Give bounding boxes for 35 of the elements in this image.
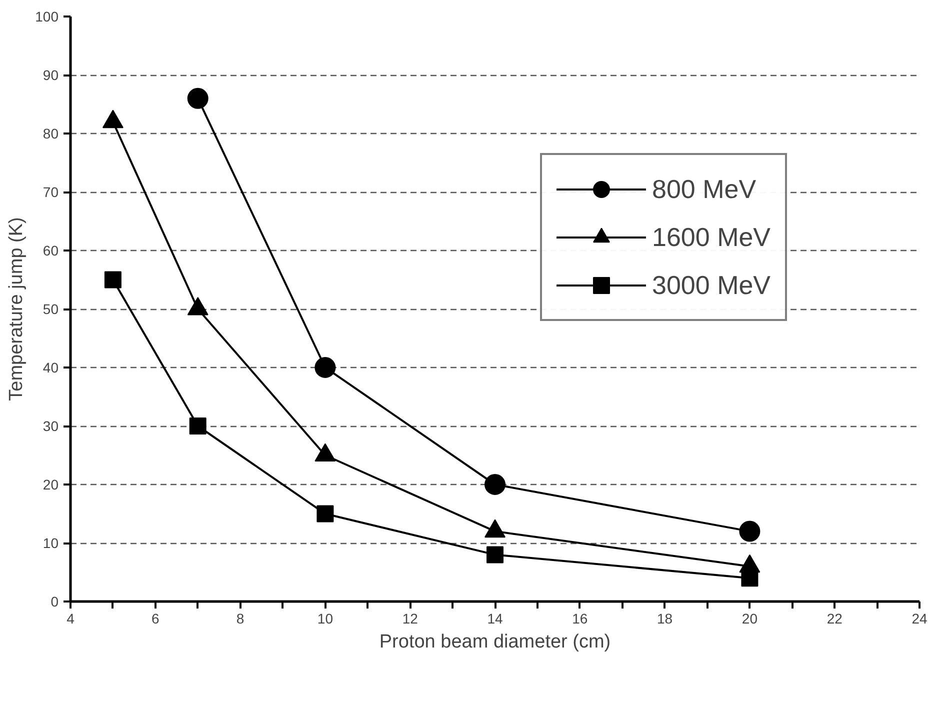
- point: [316, 505, 334, 522]
- x-tick-label: 12: [402, 610, 418, 626]
- legend-label: 1600 MeV: [652, 222, 771, 252]
- y-tick-label: 90: [42, 67, 59, 83]
- point: [189, 418, 206, 434]
- y-tick-label: 30: [42, 418, 59, 434]
- x-tick-label: 6: [152, 610, 160, 626]
- y-tick-label: 80: [42, 126, 59, 142]
- x-axis-title: Proton beam diameter (cm): [379, 632, 611, 652]
- y-tick-label: 70: [42, 184, 59, 200]
- point: [739, 520, 760, 542]
- y-tick-label: 50: [42, 301, 59, 317]
- point: [187, 88, 208, 109]
- y-tick-label: 10: [42, 535, 59, 551]
- x-tick-label: 16: [572, 610, 588, 626]
- y-axis-title: Temperature jump (K): [6, 217, 28, 401]
- x-tick-label: 4: [66, 610, 75, 626]
- x-tick-label: 14: [487, 610, 503, 626]
- legend-label: 800 MeV: [652, 174, 756, 204]
- x-tick-label: 8: [236, 610, 244, 626]
- y-tick-label: 20: [42, 476, 59, 492]
- point: [314, 357, 336, 378]
- y-tick-label: 60: [42, 242, 59, 258]
- x-tick-label: 22: [826, 610, 843, 626]
- y-tick-label: 0: [50, 594, 59, 610]
- point: [104, 271, 122, 288]
- x-tick-label: 18: [657, 610, 673, 626]
- y-tick-label: 40: [42, 360, 59, 376]
- x-tick-label: 24: [912, 610, 928, 626]
- point: [486, 546, 504, 564]
- y-tick-label: 100: [35, 8, 59, 24]
- x-tick-label: 20: [742, 610, 758, 626]
- legend-label: 3000 MeV: [652, 270, 771, 300]
- x-tick-label: 10: [317, 610, 334, 626]
- point: [484, 474, 506, 495]
